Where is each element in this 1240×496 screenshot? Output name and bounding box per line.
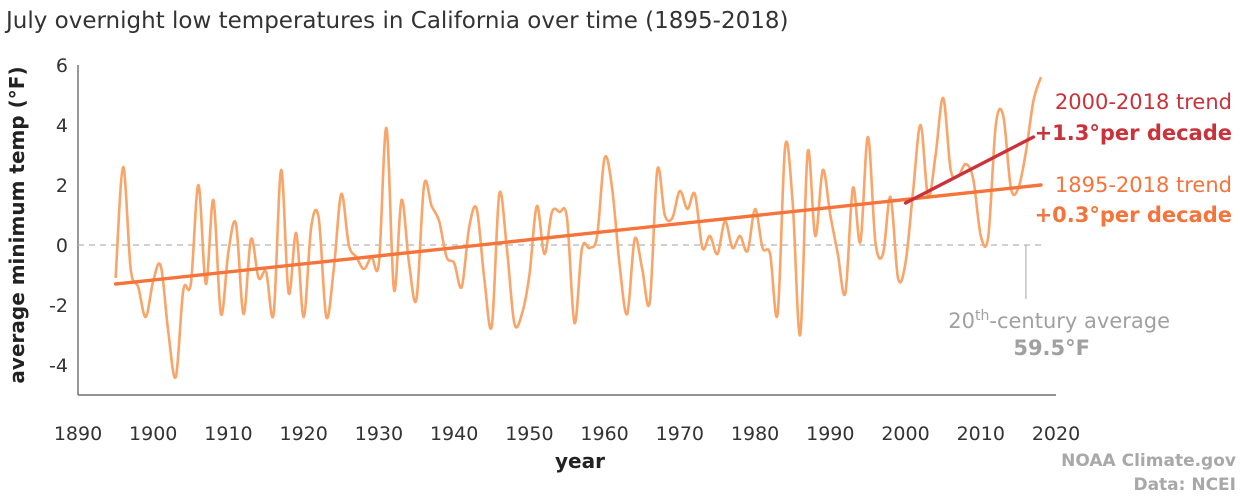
x-tick-labels: 1890 1900 1910 1920 1930 1940 1950 1960 1970 1980… <box>54 423 1080 445</box>
y-tick-label: -4 <box>49 355 68 377</box>
y-tick-labels: -4 -2 0 2 4 6 <box>49 55 68 377</box>
average-annotation: 20th-century average <box>948 308 1170 333</box>
x-tick-label: 2010 <box>957 423 1005 445</box>
credit-source: NOAA Climate.gov <box>1061 451 1236 471</box>
x-tick-label: 1890 <box>54 423 102 445</box>
average-annotation-text: -century average <box>989 309 1170 333</box>
y-tick-label: 2 <box>56 175 68 197</box>
x-tick-label: 2020 <box>1032 423 1080 445</box>
y-tick-label: 4 <box>56 115 68 137</box>
x-tick-label: 1910 <box>204 423 252 445</box>
x-tick-label: 1980 <box>731 423 779 445</box>
x-tick-label: 1920 <box>280 423 328 445</box>
y-tick-label: 0 <box>56 235 68 257</box>
x-tick-label: 2000 <box>881 423 929 445</box>
x-tick-label: 1950 <box>505 423 553 445</box>
chart-title: July overnight low temperatures in Calif… <box>4 8 788 34</box>
average-annotation-superscript: th <box>975 308 989 324</box>
anomaly-series-line <box>114 76 1043 380</box>
y-tick-label: 6 <box>56 55 68 77</box>
long-trend-rate: +0.3°per decade <box>1035 203 1232 227</box>
x-tick-label: 1990 <box>806 423 854 445</box>
x-tick-label: 1930 <box>355 423 403 445</box>
trend-line-2000-2018 <box>903 135 1036 205</box>
x-tick-label: 1940 <box>430 423 478 445</box>
average-annotation-value: 59.5°F <box>1013 336 1090 360</box>
x-tick-label: 1970 <box>656 423 704 445</box>
x-tick-label: 1900 <box>129 423 177 445</box>
recent-trend-label: 2000-2018 trend <box>1055 90 1232 114</box>
trend-line-1895-2018 <box>113 183 1043 286</box>
y-axis-title: average minimum temp (°F) <box>5 66 29 383</box>
average-annotation-number: 20 <box>948 309 975 333</box>
y-tick-label: -2 <box>49 295 68 317</box>
x-axis-title: year <box>555 449 605 473</box>
recent-trend-rate: +1.3°per decade <box>1035 121 1232 145</box>
credit-data: Data: NCEI <box>1133 475 1236 495</box>
x-tick-label: 1960 <box>580 423 628 445</box>
long-trend-label: 1895-2018 trend <box>1055 173 1232 197</box>
